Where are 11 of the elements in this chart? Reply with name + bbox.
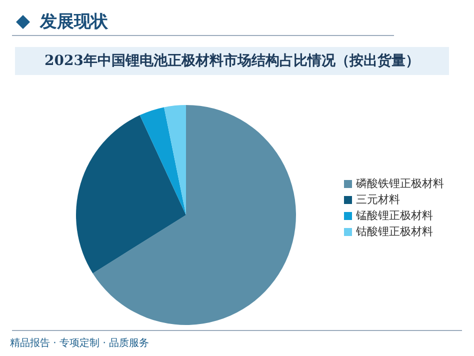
text: 发展现状 <box>40 11 108 33</box>
pie-slice <box>140 107 186 215</box>
legend-label: 钴酸锂正极材料 <box>356 224 433 240</box>
pie-slice <box>76 115 186 274</box>
text: 精品报告 · 专项定制 · 品质服务 <box>10 336 150 350</box>
legend-label: 锰酸锂正极材料 <box>356 208 433 224</box>
legend-label: 磷酸铁锂正极材料 <box>356 176 444 192</box>
pie-slice <box>164 105 186 215</box>
legend-label: 三元材料 <box>356 192 400 208</box>
chart-title: 2023年中国锂电池正极材料市场结构占比情况（按出货量） <box>15 47 449 75</box>
pie-slice <box>92 105 296 325</box>
